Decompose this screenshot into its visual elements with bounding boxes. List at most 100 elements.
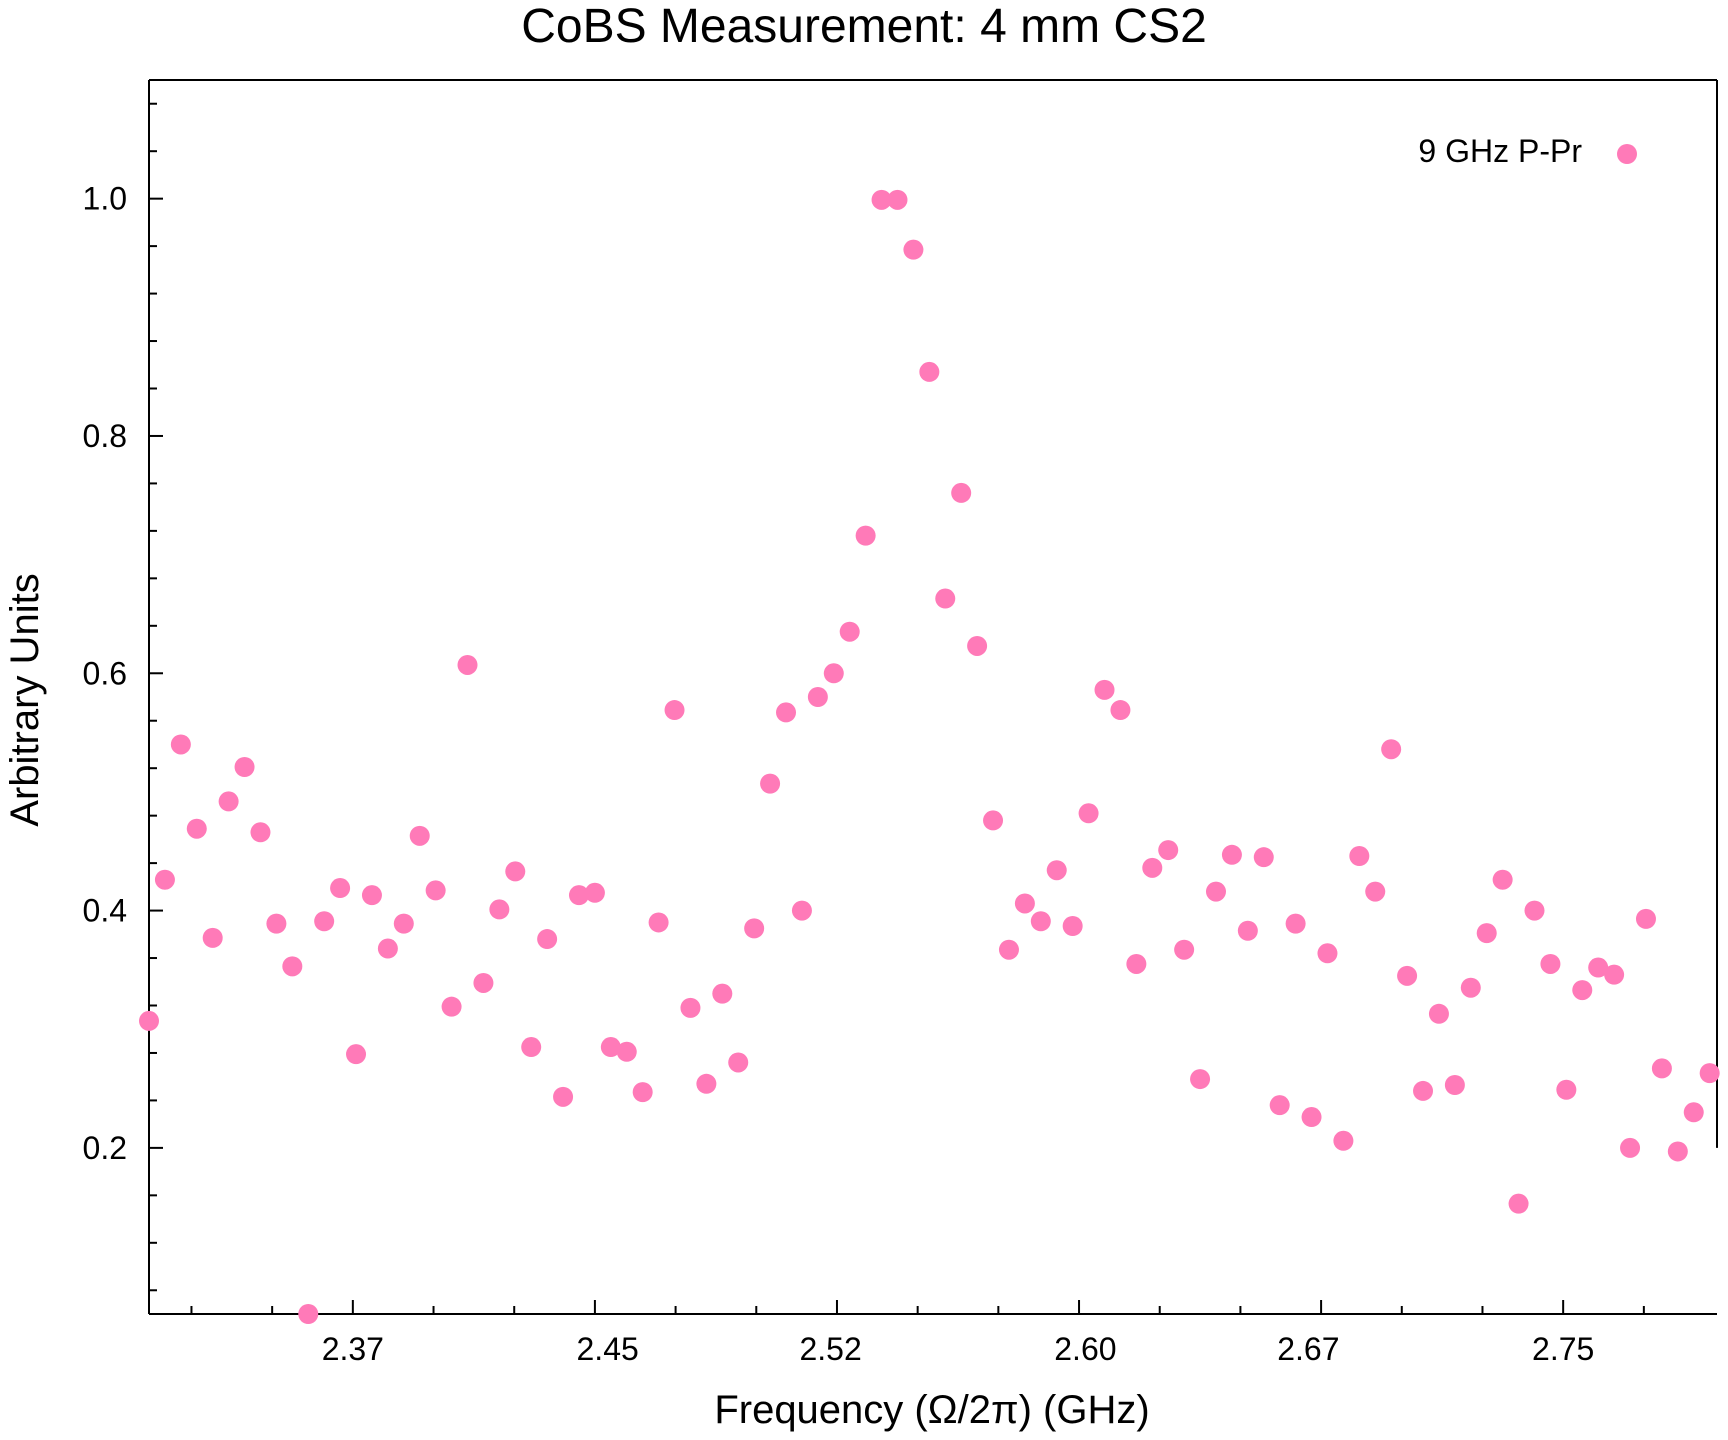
data-point	[361, 885, 382, 906]
data-point	[664, 700, 685, 721]
data-point	[919, 361, 940, 382]
data-point	[1126, 953, 1147, 974]
data-point	[1285, 913, 1306, 934]
data-point	[170, 734, 191, 755]
data-point	[776, 702, 797, 723]
y-tick-label: 0.4	[83, 893, 127, 929]
data-point	[680, 997, 701, 1018]
data-point	[139, 1010, 159, 1031]
data-point	[584, 882, 605, 903]
data-point	[839, 621, 860, 642]
data-point	[250, 822, 271, 843]
data-point	[871, 189, 892, 210]
data-point	[967, 635, 988, 656]
data-point	[616, 1041, 637, 1062]
legend-label-series-1: 9 GHz P-Pr	[1418, 133, 1582, 169]
data-point	[186, 818, 207, 839]
data-point	[791, 900, 812, 921]
data-point	[1620, 1137, 1641, 1158]
data-point	[314, 911, 335, 932]
data-point	[1365, 881, 1386, 902]
data-point	[807, 687, 828, 707]
data-points	[139, 189, 1720, 1324]
data-point	[1221, 844, 1242, 865]
data-point	[983, 810, 1004, 831]
data-point	[1683, 1102, 1704, 1123]
data-point	[521, 1037, 542, 1058]
data-point	[1492, 869, 1513, 890]
data-point	[1030, 911, 1051, 932]
data-point	[377, 938, 398, 959]
data-point	[1572, 980, 1593, 1001]
data-point	[1540, 953, 1561, 974]
data-point	[393, 913, 414, 934]
data-point	[1476, 923, 1497, 944]
data-point	[568, 885, 589, 906]
data-point	[728, 1052, 749, 1073]
x-tick-label: 2.60	[1054, 1331, 1116, 1367]
data-point	[1142, 857, 1163, 878]
data-point	[1046, 860, 1067, 881]
data-point	[600, 1037, 621, 1058]
y-tick-label: 1.0	[83, 181, 127, 217]
data-point	[154, 869, 175, 890]
data-point	[1524, 900, 1545, 921]
y-tick-label: 0.6	[83, 655, 127, 691]
data-point	[1333, 1130, 1354, 1151]
chart-title: CoBS Measurement: 4 mm CS2	[521, 0, 1207, 53]
data-point	[998, 939, 1019, 960]
data-point	[1078, 803, 1099, 824]
data-point	[441, 996, 462, 1017]
data-point	[1667, 1141, 1688, 1162]
x-tick-label: 2.75	[1532, 1331, 1594, 1367]
data-point	[1014, 893, 1035, 914]
data-point	[696, 1073, 717, 1094]
data-point	[1190, 1069, 1211, 1090]
data-point	[1269, 1095, 1290, 1116]
x-tick-label: 2.67	[1277, 1331, 1339, 1367]
data-point	[1508, 1193, 1529, 1214]
data-point	[760, 773, 781, 794]
x-tick-label: 2.45	[577, 1331, 639, 1367]
data-point	[1317, 943, 1338, 964]
data-point	[903, 239, 924, 260]
data-point	[1444, 1074, 1465, 1095]
data-point	[935, 588, 956, 609]
data-point	[951, 482, 972, 503]
data-point	[1397, 965, 1418, 986]
data-point	[553, 1086, 574, 1107]
data-point	[425, 880, 446, 901]
data-point	[457, 654, 478, 675]
data-point	[330, 878, 351, 899]
x-tick-label: 2.37	[322, 1331, 384, 1367]
data-point	[409, 825, 430, 846]
data-point	[1301, 1107, 1322, 1128]
data-point	[1349, 845, 1370, 866]
x-axis-label: Frequency (Ω/2π) (GHz)	[714, 1388, 1149, 1432]
legend-marker-series-1	[1617, 144, 1637, 164]
data-point	[346, 1044, 367, 1065]
data-point	[1460, 977, 1481, 998]
data-point	[823, 663, 844, 684]
data-point	[1253, 847, 1274, 868]
data-point	[282, 956, 303, 977]
data-point	[1174, 939, 1195, 960]
data-point	[1205, 881, 1226, 902]
data-point	[202, 927, 223, 948]
y-axis-label: Arbitrary Units	[3, 573, 47, 826]
data-point	[489, 899, 510, 920]
plot-axes	[148, 79, 1718, 1315]
data-point	[505, 861, 526, 882]
data-point	[1094, 679, 1115, 700]
data-point	[1556, 1079, 1577, 1100]
data-point	[1110, 700, 1131, 721]
data-point	[218, 791, 239, 812]
y-tick-label: 0.2	[83, 1130, 127, 1166]
data-point	[1651, 1058, 1672, 1079]
data-point	[1699, 1063, 1720, 1084]
data-point	[1413, 1080, 1434, 1101]
data-point	[1588, 957, 1609, 978]
data-point	[712, 983, 733, 1004]
x-tick-label: 2.52	[799, 1331, 861, 1367]
